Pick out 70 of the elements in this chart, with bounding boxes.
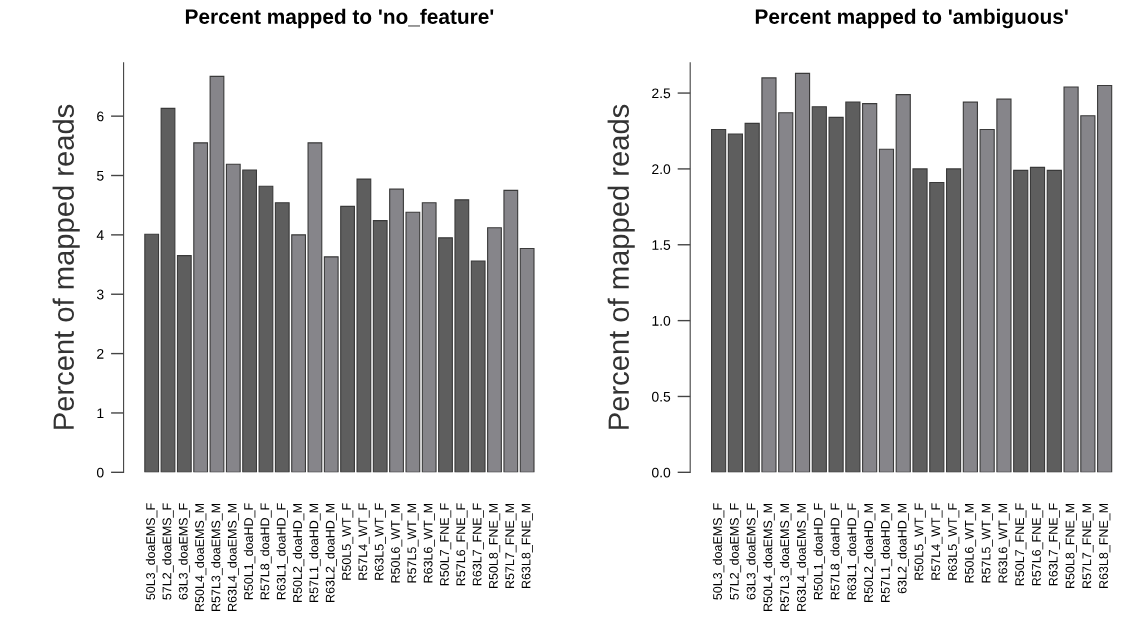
bar — [711, 128, 727, 473]
y-tick-label: 1 — [97, 408, 104, 418]
y-tick-label: 3 — [96, 289, 104, 300]
y-tick-label: 0 — [96, 467, 104, 478]
x-tick-label: R57L3_doaEMS_M — [779, 503, 792, 611]
x-tick-label: R50L7_FNE_F — [440, 503, 452, 586]
y-tick-label: 4 — [96, 230, 104, 240]
y-tick-label: 2.5 — [652, 88, 671, 99]
x-tick-label: 63L2_doaHD_M — [897, 503, 909, 594]
x-tick-label: 63L3_doaEMS_F — [178, 503, 191, 600]
x-tick-label: R50L8_FNE_M — [1065, 503, 1077, 588]
bar — [794, 72, 811, 473]
x-tick-label: R63L8_FNE_M — [1099, 503, 1111, 588]
x-tick-label: R57L3_doaEMS_M — [211, 503, 223, 611]
x-tick-label: R57L1_doaHD_M — [880, 503, 893, 602]
y-tick-label: 1.5 — [652, 240, 671, 250]
x-tick-label: R63L6_WT_M — [998, 503, 1010, 583]
x-tick-label: R57L5_WT_M — [407, 503, 419, 583]
x-tick-label: R50L5_WT_F — [914, 503, 926, 580]
x-tick-label: R50L4_doaEMS_M — [194, 503, 207, 611]
chart-title: Percent mapped to 'no_feature' — [185, 8, 494, 29]
x-tick-label: R57L4_WT_F — [931, 503, 943, 580]
x-tick-label: R57L6_FNE_F — [1032, 503, 1044, 586]
x-tick-label: R50L6_WT_M — [964, 503, 977, 583]
x-tick-label: R50L8_FNE_M — [488, 503, 501, 588]
x-tick-label: R50L6_WT_M — [391, 503, 403, 583]
y-tick-label: 0.0 — [651, 467, 671, 478]
x-tick-label: R50L1_doaHD_F — [243, 503, 256, 600]
x-tick-label: R63L5_WT_F — [948, 503, 960, 580]
x-tick-label: R63L5_WT_F — [374, 503, 386, 580]
x-tick-label: R57L7_FNE_M — [505, 503, 517, 588]
x-tick-label: R50L2_doaHD_M — [863, 503, 876, 602]
bar — [1029, 166, 1046, 473]
y-tick-label: 5 — [96, 170, 104, 181]
y-axis-title: Percent of mapped reads — [52, 104, 80, 429]
x-tick-label: R57L7_FNE_M — [1082, 503, 1094, 588]
bar — [519, 247, 535, 473]
y-tick-label: 2 — [97, 348, 104, 359]
x-tick-label: R63L4_doaEMS_M — [227, 503, 240, 611]
x-tick-label: R50L2_doaHD_M — [292, 503, 305, 602]
y-tick-label: 2.0 — [652, 164, 671, 175]
bar — [878, 148, 895, 473]
x-tick-label: R57L8_doaHD_F — [260, 503, 272, 600]
x-tick-label: R63L7_FNE_F — [1048, 503, 1061, 586]
x-tick-label: R57L4_WT_F — [358, 503, 370, 580]
x-tick-label: R57L8_doaHD_F — [830, 503, 842, 600]
x-tick-label: R57L1_doaHD_M — [309, 503, 321, 602]
x-tick-label: 63L3_doaEMS_F — [746, 503, 758, 600]
y-tick-label: 6 — [97, 111, 104, 122]
x-tick-label: R63L6_WT_M — [423, 503, 435, 583]
x-tick-label: R63L7_FNE_F — [472, 503, 484, 586]
x-tick-label: R63L1_doaHD_F — [276, 503, 288, 600]
x-tick-label: R57L5_WT_M — [981, 503, 993, 583]
x-tick-label: R63L1_doaHD_F — [847, 503, 859, 600]
x-tick-label: 50L3_doaEMS_F — [145, 503, 158, 600]
chart-title: Percent mapped to 'ambiguous' — [755, 8, 1068, 29]
x-tick-label: 50L3_doaEMS_F — [712, 503, 725, 600]
x-tick-label: 57L2_doaEMS_F — [729, 503, 742, 600]
x-tick-label: R50L5_WT_F — [342, 503, 354, 580]
x-tick-label: R57L6_FNE_F — [456, 503, 468, 586]
x-tick-label: R50L7_FNE_F — [1015, 503, 1027, 586]
x-tick-label: R63L8_FNE_M — [521, 503, 533, 588]
x-tick-label: R63L2_doaHD_M — [325, 503, 337, 602]
x-tick-label: R50L1_doaHD_F — [813, 503, 826, 600]
x-tick-label: R63L4_doaEMS_M — [796, 503, 809, 611]
x-tick-label: 57L2_doaEMS_F — [162, 503, 174, 600]
y-tick-label: 1.0 — [652, 315, 671, 326]
y-axis-title: Percent of mapped reads — [607, 104, 635, 429]
x-tick-label: R50L4_doaEMS_M — [763, 503, 775, 611]
y-tick-label: 0.5 — [651, 391, 671, 402]
